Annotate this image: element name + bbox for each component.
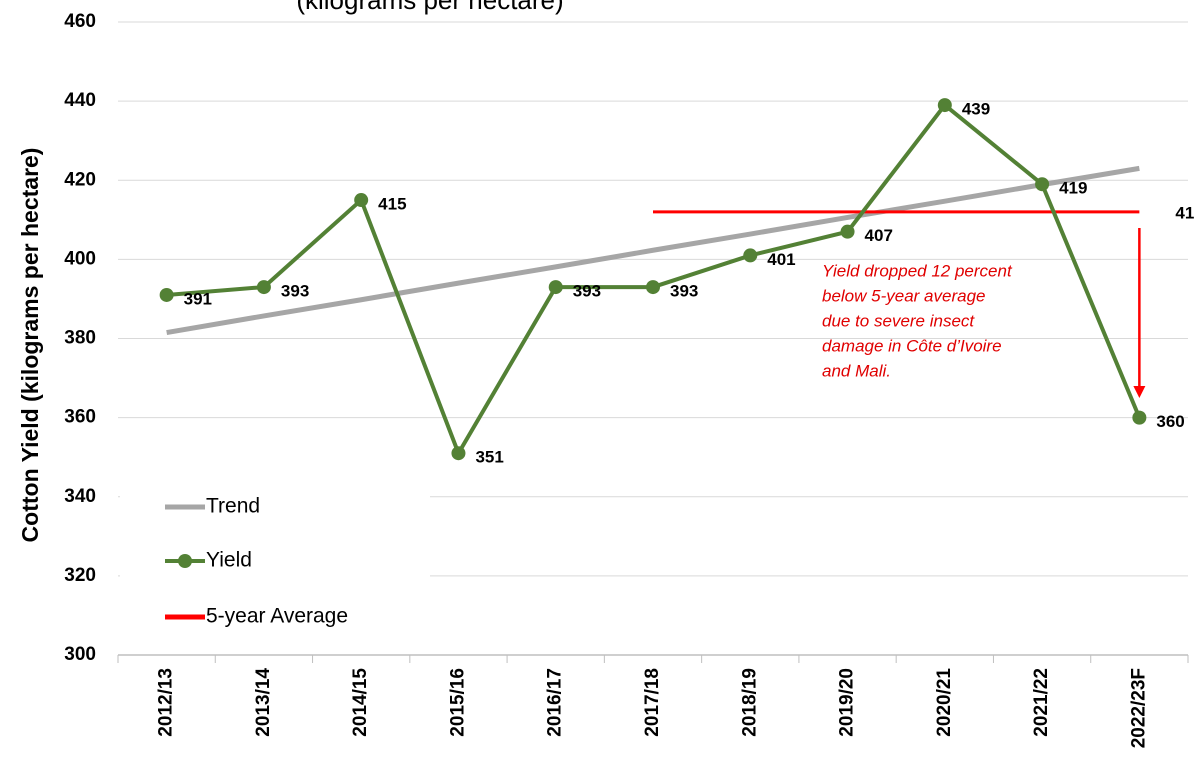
y-tick-label: 460 [64, 11, 96, 32]
legend-box [120, 470, 430, 640]
x-tick-label: 2021/22 [1031, 668, 1052, 737]
yield-point [159, 287, 174, 302]
data-label: 393 [281, 282, 309, 301]
y-tick-label: 420 [64, 169, 96, 190]
data-label: 393 [573, 282, 601, 301]
data-label: 393 [670, 282, 698, 301]
y-tick-label: 400 [64, 248, 96, 269]
chart-subtitle: (kilograms per hectare) [296, 0, 563, 15]
data-label: 407 [865, 226, 893, 245]
y-tick-label: 440 [64, 90, 96, 111]
y-tick-label: 340 [64, 486, 96, 507]
data-label: 351 [475, 448, 503, 467]
yield-point [646, 280, 660, 295]
x-tick-label: 2013/14 [253, 668, 274, 737]
data-label: 360 [1156, 412, 1184, 431]
x-tick-label: 2012/13 [156, 668, 177, 737]
x-tick-label: 2016/17 [545, 668, 566, 737]
y-tick-label: 320 [64, 565, 96, 586]
y-tick-label: 380 [64, 328, 96, 349]
trend-line [166, 165, 1140, 336]
x-tick-label: 2015/16 [447, 668, 468, 737]
x-tick-label: 2018/19 [739, 668, 760, 737]
yield-point [548, 280, 563, 295]
annotation: damage in Côte d’Ivoire [822, 336, 1002, 355]
legend-marker [178, 554, 192, 568]
yield-point [937, 98, 952, 113]
y-tick-label: 300 [64, 644, 96, 665]
legend-label: 5-year Average [206, 605, 348, 628]
data-label: 401 [767, 250, 795, 269]
legend-label: Trend [206, 495, 260, 518]
x-tick-label: 2022/23F [1128, 668, 1149, 748]
annotation: and Mali. [822, 361, 891, 380]
yield-point [451, 446, 466, 461]
yield-point [256, 280, 271, 295]
data-label: 412 [1175, 203, 1194, 222]
legend-label: Yield [206, 549, 252, 572]
yield-point [1132, 410, 1147, 425]
annotation: Yield dropped 12 percent [822, 261, 1013, 280]
annotation: due to severe insect [822, 311, 975, 330]
y-tick-label: 360 [64, 407, 96, 428]
annotation: below 5-year average [822, 286, 985, 305]
y-axis-label: Cotton Yield (kilograms per hectare) [17, 148, 43, 543]
data-label: 391 [184, 289, 212, 308]
data-label: 415 [378, 195, 406, 214]
x-tick-label: 2017/18 [642, 668, 663, 737]
x-tick-label: 2020/21 [934, 668, 955, 737]
data-label: 439 [962, 100, 990, 119]
data-label: 419 [1059, 179, 1087, 198]
x-tick-label: 2014/15 [350, 668, 371, 737]
x-tick-label: 2019/20 [837, 668, 858, 737]
yield-point [354, 193, 369, 208]
yield-point [1035, 177, 1050, 192]
arrow-head [1133, 386, 1146, 398]
yield-point [743, 248, 758, 263]
yield-point [840, 224, 855, 239]
